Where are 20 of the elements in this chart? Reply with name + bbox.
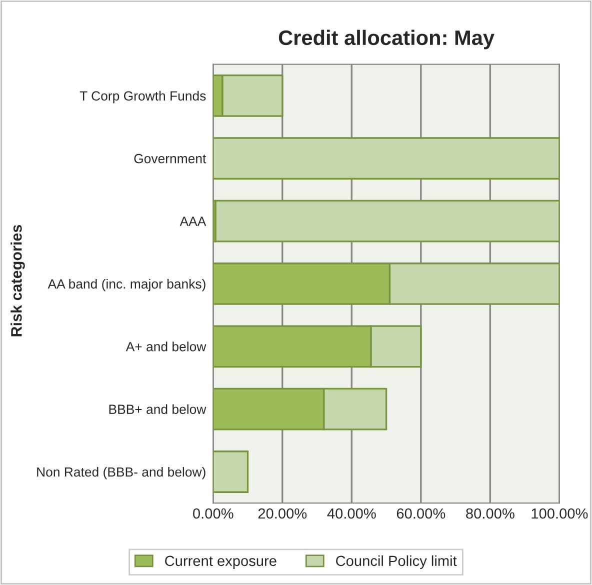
y-tick-label: A+ and below — [126, 342, 206, 352]
x-tick-label: 20.00% — [258, 508, 307, 519]
bar — [214, 200, 560, 242]
y-tick-label: Non Rated (BBB- and below) — [37, 466, 206, 480]
bar — [213, 450, 249, 493]
y-tick-label: AAA — [180, 216, 206, 226]
x-tick-label: 60.00% — [396, 508, 446, 519]
y-tick-label: T Corp Growth Funds — [80, 90, 206, 104]
y-tick-label: AA band (inc. major banks) — [48, 278, 206, 292]
legend-label: Council Policy limit — [336, 555, 457, 569]
x-tick-label: 40.00% — [327, 508, 376, 519]
bar — [213, 137, 560, 180]
y-tick-label: Government — [134, 154, 206, 164]
x-tick-label: 80.00% — [466, 508, 514, 519]
y-axis-title: Risk categories — [10, 224, 25, 336]
chart-title: Credit allocation: May — [278, 30, 494, 50]
y-tick-label: BBB+ and below — [109, 404, 206, 414]
x-tick-label: 0.00% — [193, 508, 234, 519]
x-tick-label: 100.00% — [532, 508, 588, 519]
legend-label: Current exposure — [165, 556, 276, 569]
